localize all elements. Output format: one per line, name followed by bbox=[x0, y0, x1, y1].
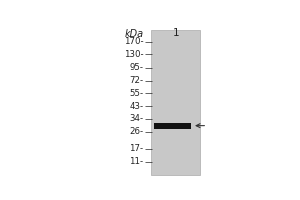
Text: 11-: 11- bbox=[129, 157, 143, 166]
Text: 34-: 34- bbox=[129, 114, 143, 123]
Text: 130-: 130- bbox=[124, 50, 143, 59]
Text: 43-: 43- bbox=[129, 102, 143, 111]
Bar bbox=[154, 123, 191, 129]
Text: 72-: 72- bbox=[129, 76, 143, 85]
Bar bbox=[152, 30, 200, 175]
Text: 26-: 26- bbox=[129, 127, 143, 136]
Text: kDa: kDa bbox=[124, 29, 143, 39]
Text: 1: 1 bbox=[172, 28, 179, 38]
Text: 170-: 170- bbox=[124, 37, 143, 46]
Text: 95-: 95- bbox=[129, 63, 143, 72]
Text: 55-: 55- bbox=[129, 89, 143, 98]
Text: 17-: 17- bbox=[129, 144, 143, 153]
